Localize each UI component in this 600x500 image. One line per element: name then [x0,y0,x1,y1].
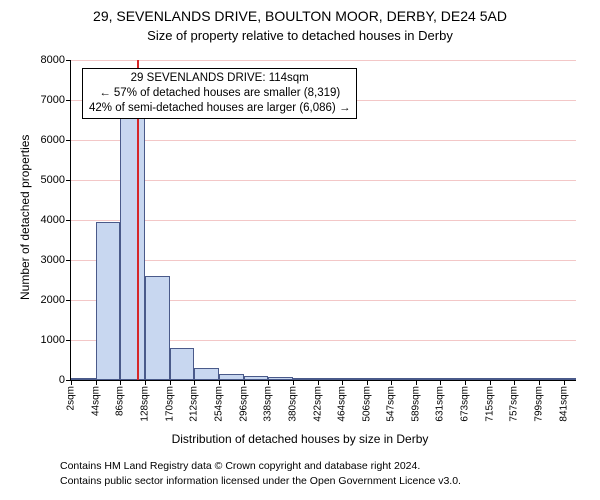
gridline [71,180,576,181]
histogram-bar [194,368,219,380]
ytick-mark [66,300,71,301]
xtick-mark [194,380,195,385]
xtick-mark [514,380,515,385]
xtick-label: 547sqm [386,386,397,422]
xtick-mark [465,380,466,385]
gridline [71,140,576,141]
ytick-label: 5000 [41,174,65,186]
ytick-mark [66,340,71,341]
annotation-line-3: 42% of semi-detached houses are larger (… [89,101,350,116]
histogram-bar [170,348,195,380]
histogram-bar [342,378,367,380]
xtick-mark [342,380,343,385]
xtick-mark [96,380,97,385]
histogram-bar [145,276,170,380]
xtick-label: 673sqm [460,386,471,422]
xtick-label: 212sqm [189,386,200,422]
ytick-label: 2000 [41,294,65,306]
ytick-label: 0 [59,374,65,386]
x-axis-label: Distribution of detached houses by size … [0,432,600,446]
ytick-mark [66,260,71,261]
xtick-mark [440,380,441,385]
ytick-mark [66,180,71,181]
xtick-mark [219,380,220,385]
xtick-label: 422sqm [312,386,323,422]
histogram-bar [268,377,293,380]
chart-container: 29, SEVENLANDS DRIVE, BOULTON MOOR, DERB… [0,0,600,500]
xtick-mark [170,380,171,385]
footer-copyright-2: Contains public sector information licen… [60,475,461,487]
histogram-bar [514,378,539,380]
histogram-bar [96,222,121,380]
xtick-label: 464sqm [337,386,348,422]
gridline [71,60,576,61]
ytick-label: 3000 [41,254,65,266]
histogram-bar [120,98,145,380]
ytick-mark [66,60,71,61]
ytick-label: 4000 [41,214,65,226]
xtick-mark [539,380,540,385]
histogram-bar [490,378,515,380]
histogram-bar [244,376,269,380]
histogram-bar [416,378,441,380]
xtick-mark [490,380,491,385]
xtick-mark [293,380,294,385]
xtick-label: 799sqm [534,386,545,422]
xtick-label: 631sqm [435,386,446,422]
xtick-label: 128sqm [139,386,150,422]
y-axis-label: Number of detached properties [18,135,32,300]
xtick-label: 589sqm [410,386,421,422]
xtick-mark [120,380,121,385]
xtick-mark [71,380,72,385]
chart-title-main: 29, SEVENLANDS DRIVE, BOULTON MOOR, DERB… [0,8,600,24]
xtick-label: 296sqm [238,386,249,422]
xtick-mark [367,380,368,385]
xtick-label: 506sqm [361,386,372,422]
ytick-label: 7000 [41,94,65,106]
annotation-line-2: ← 57% of detached houses are smaller (8,… [89,86,350,101]
histogram-bar [391,378,416,380]
xtick-label: 44sqm [90,386,101,416]
annotation-line-1: 29 SEVENLANDS DRIVE: 114sqm [89,71,350,86]
xtick-mark [416,380,417,385]
annotation-box: 29 SEVENLANDS DRIVE: 114sqm ← 57% of det… [82,68,357,119]
histogram-bar [539,378,564,380]
ytick-mark [66,220,71,221]
xtick-label: 757sqm [509,386,520,422]
xtick-mark [318,380,319,385]
xtick-mark [391,380,392,385]
xtick-label: 170sqm [164,386,175,422]
xtick-mark [145,380,146,385]
ytick-mark [66,140,71,141]
ytick-label: 6000 [41,134,65,146]
histogram-bar [465,378,490,380]
chart-title-sub: Size of property relative to detached ho… [0,28,600,43]
xtick-label: 2sqm [66,386,77,410]
xtick-mark [244,380,245,385]
ytick-mark [66,100,71,101]
xtick-mark [268,380,269,385]
histogram-bar [219,374,244,380]
gridline [71,220,576,221]
xtick-label: 338sqm [263,386,274,422]
gridline [71,260,576,261]
xtick-label: 86sqm [115,386,126,416]
histogram-bar [440,378,465,380]
xtick-label: 380sqm [287,386,298,422]
xtick-label: 254sqm [213,386,224,422]
xtick-mark [564,380,565,385]
histogram-bar [367,378,391,380]
ytick-label: 1000 [41,334,65,346]
histogram-bar [564,378,576,380]
histogram-bar [71,378,96,380]
histogram-bar [318,378,343,380]
xtick-label: 841sqm [558,386,569,422]
xtick-label: 715sqm [484,386,495,422]
footer-copyright-1: Contains HM Land Registry data © Crown c… [60,460,420,472]
histogram-bar [293,378,318,380]
ytick-label: 8000 [41,54,65,66]
